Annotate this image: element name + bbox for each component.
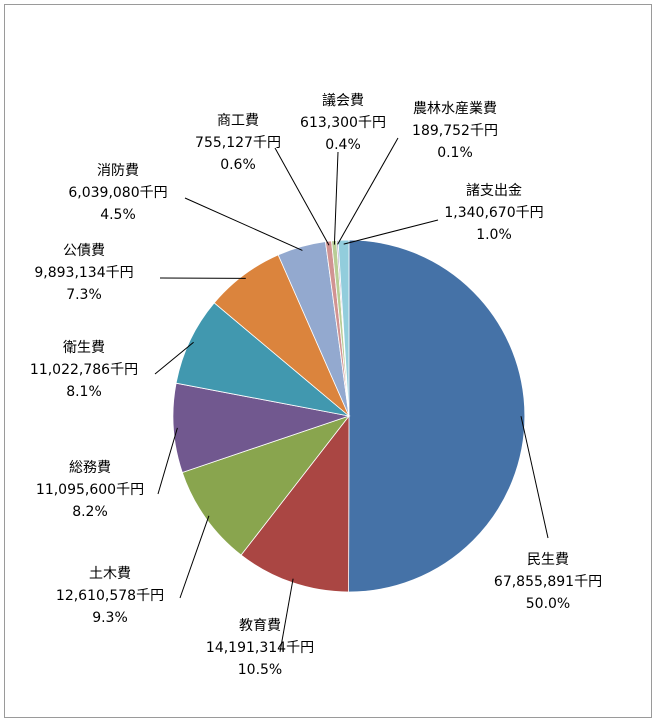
slice-8-value-label: 755,127千円 [195,135,281,151]
slice-8-name-label: 商工費 [217,113,259,129]
slice-3-leader [179,515,210,599]
slice-7-name-label: 消防費 [97,163,139,179]
slice-3-value-label: 12,610,578千円 [56,588,164,604]
slice-1-leader [520,416,549,539]
slice-4-leader [157,427,178,495]
pie-slices [172,239,526,593]
slice-8-percent-label: 0.6% [220,157,256,173]
slice-1-name-label: 民生費 [527,552,569,568]
slice-9-percent-label: 0.4% [325,137,361,153]
slice-10-name-label: 農林水産業費 [413,101,497,117]
slice-9-value-label: 613,300千円 [300,115,386,131]
slice-3 [181,415,351,556]
slice-11 [337,239,350,417]
leader-lines [154,137,549,653]
slice-2-leader [279,578,294,653]
slice-5 [175,302,351,417]
slice-5-value-label: 11,022,786千円 [30,362,138,378]
slice-3-name-label: 土木費 [89,566,131,582]
slice-6-percent-label: 7.3% [66,287,102,303]
slice-10-percent-label: 0.1% [437,145,473,161]
slice-5-leader [154,341,194,375]
slice-11-value-label: 1,340,670千円 [444,205,543,221]
slice-10-leader [337,137,399,245]
slice-11-percent-label: 1.0% [476,227,512,243]
slice-9-leader [333,151,339,245]
slice-7-value-label: 6,039,080千円 [68,185,167,201]
slice-7-leader [184,197,303,251]
slice-9-name-label: 議会費 [322,92,364,109]
slice-1-percent-label: 50.0% [526,596,570,612]
slice-4 [172,382,351,473]
slice-1 [348,239,526,593]
slice-11-leader [343,219,439,245]
slice-1-value-label: 67,855,891千円 [494,574,602,590]
slice-5-name-label: 衛生費 [63,340,105,356]
slice-6-value-label: 9,893,134千円 [34,265,133,281]
slice-2 [240,414,350,593]
slice-8-leader [274,147,330,246]
slice-4-name-label: 総務費 [69,460,111,476]
slice-10-value-label: 189,752千円 [412,123,498,139]
slice-7-percent-label: 4.5% [100,207,136,223]
slice-2-value-label: 14,191,314千円 [206,640,314,656]
slice-4-percent-label: 8.2% [72,504,108,520]
slice-6-name-label: 公債費 [63,243,105,259]
slice-3-percent-label: 9.3% [92,610,128,626]
slice-5-percent-label: 8.1% [66,384,102,400]
slice-2-percent-label: 10.5% [238,662,282,678]
slice-4-value-label: 11,095,600千円 [36,482,144,498]
slice-labels: 民生費 67,855,891千円 50.0% 教育費 14,191,314千円 10.5%… [30,92,602,678]
slice-2-name-label: 教育費 [239,618,281,634]
slice-11-name-label: 諸支出金 [466,183,522,199]
